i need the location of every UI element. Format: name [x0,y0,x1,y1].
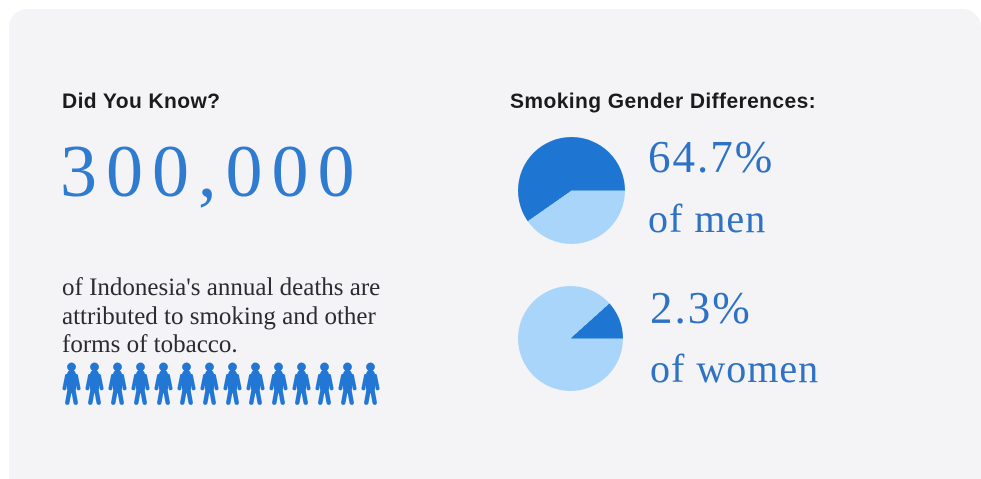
did-you-know-title: Did You Know? [62,90,221,114]
description-line-3: forms of tobacco. [62,331,238,358]
person-icon [131,362,150,405]
infographic-card: Did You Know? 300,000 of Indonesia's ann… [9,9,981,479]
men-smoking-percentage: 64.7% [648,132,775,182]
person-icon [361,362,380,405]
person-icons-row [60,361,382,407]
pie-chart-men-smoking [518,137,625,244]
person-icon [85,362,104,405]
person-icon [338,362,357,405]
person-icon [62,362,81,405]
person-icon [246,362,265,405]
person-icon [200,362,219,405]
description-line-2: attributed to smoking and other [62,302,376,330]
women-smoking-label: of women [650,346,820,391]
person-icon [315,362,334,405]
gender-differences-title: Smoking Gender Differences: [510,90,817,114]
person-icon [108,362,127,405]
men-smoking-label: of men [648,196,767,241]
person-icon [292,362,311,405]
annual-deaths-number: 300,000 [60,131,364,213]
pie-chart-women-smoking [518,286,623,391]
person-icon [223,362,242,405]
description-line-1: of Indonesia's annual deaths are [62,274,381,301]
person-icon [154,362,173,405]
person-icon [177,362,196,405]
women-smoking-percentage: 2.3% [650,283,752,333]
annual-deaths-description: of Indonesia's annual deaths are attribu… [62,274,380,360]
person-icon [269,362,288,405]
